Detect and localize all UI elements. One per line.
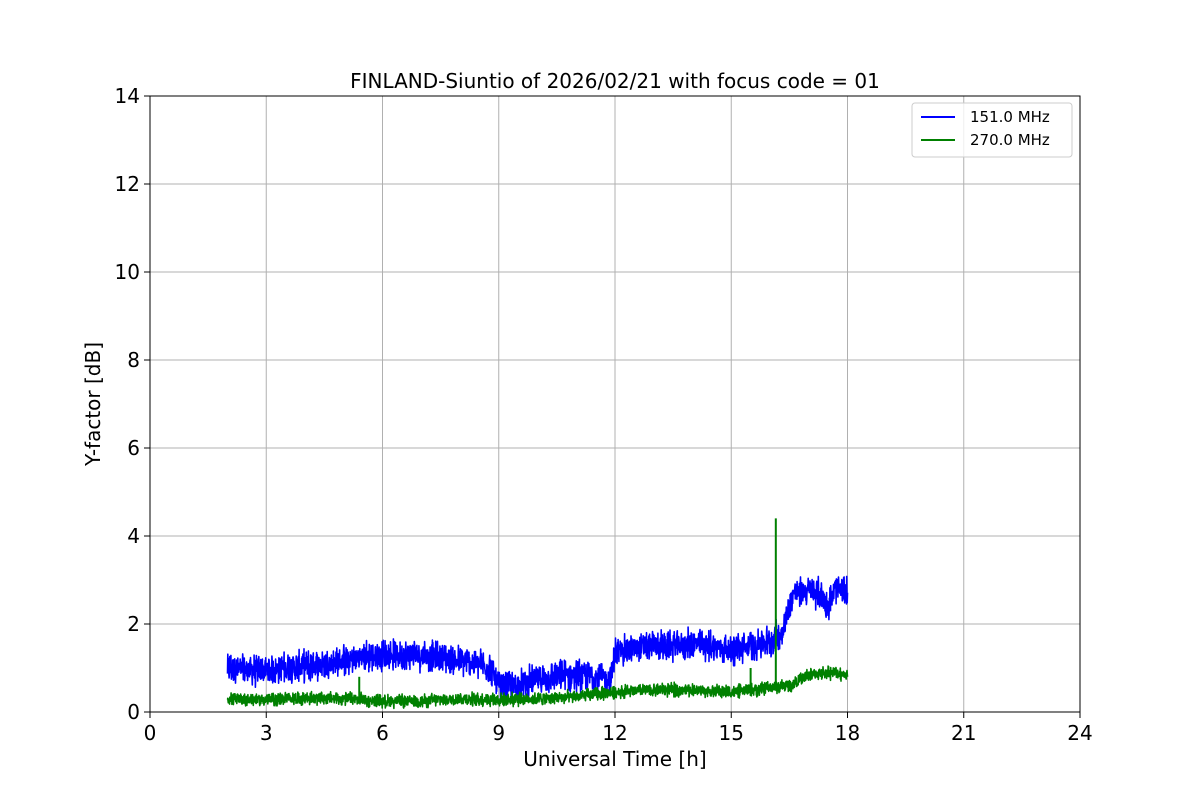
y-tick-label: 10 <box>115 260 140 284</box>
legend: 151.0 MHz 270.0 MHz <box>911 102 1073 158</box>
legend-label-270mhz: 270.0 MHz <box>970 131 1050 149</box>
x-axis-label: Universal Time [h] <box>523 747 706 771</box>
series-line-151-0-mhz <box>226 575 849 702</box>
x-tick-label: 6 <box>376 721 389 745</box>
legend-label-151mhz: 151.0 MHz <box>970 108 1050 126</box>
y-axis-label: Y-factor [dB] <box>81 342 105 467</box>
y-tick-label: 0 <box>127 700 140 724</box>
x-tick-label: 3 <box>260 721 273 745</box>
x-tick-label: 18 <box>835 721 860 745</box>
y-tick-label: 2 <box>127 612 140 636</box>
y-tick-label: 14 <box>115 84 140 108</box>
y-tick-label: 4 <box>127 524 140 548</box>
series-layer <box>226 518 849 710</box>
x-tick-label: 9 <box>492 721 505 745</box>
chart-title: FINLAND-Siuntio of 2026/02/21 with focus… <box>350 69 880 93</box>
x-tick-label: 24 <box>1067 721 1092 745</box>
x-tick-label: 15 <box>719 721 744 745</box>
x-tick-label: 12 <box>602 721 627 745</box>
y-tick-label: 12 <box>115 172 140 196</box>
x-tick-label: 21 <box>951 721 976 745</box>
y-tick-label: 6 <box>127 436 140 460</box>
x-tick-label: 0 <box>144 721 157 745</box>
series-line-270-0-mhz <box>226 665 849 710</box>
y-tick-label: 8 <box>127 348 140 372</box>
